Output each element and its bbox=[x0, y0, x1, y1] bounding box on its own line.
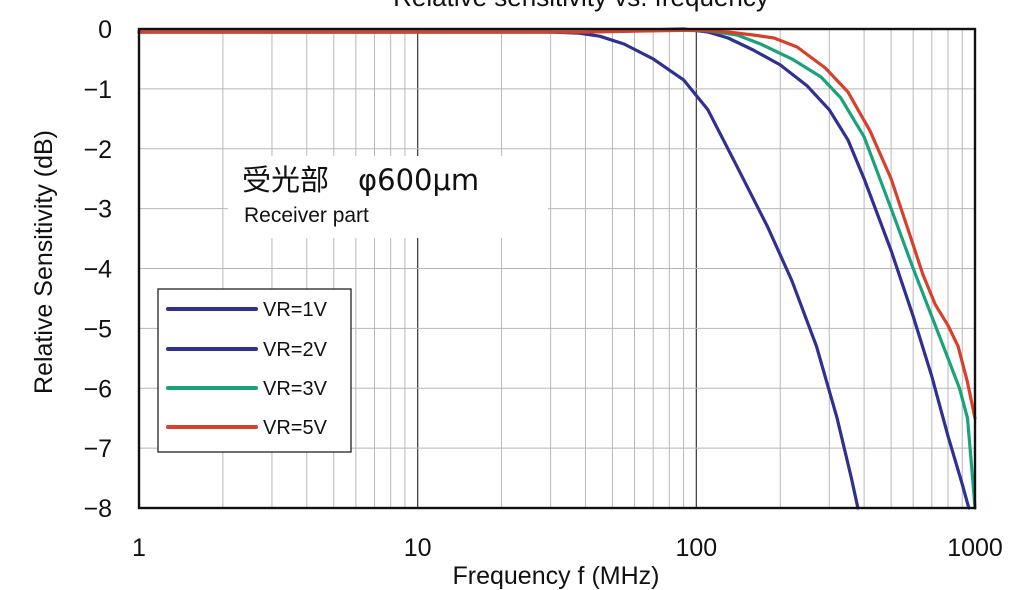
series-line-vr-1v bbox=[137, 30, 860, 510]
legend-label-vr5: VR=5V bbox=[263, 417, 328, 439]
plot-frame bbox=[137, 27, 977, 510]
receiver-annotation-jp: 受光部 φ600μm bbox=[242, 163, 479, 197]
x-axis-title: Frequency f (MHz) bbox=[453, 562, 660, 590]
y-tick-label: −3 bbox=[83, 196, 112, 224]
x-tick-label: 10 bbox=[404, 534, 432, 562]
legend-label-vr2: VR=2V bbox=[263, 339, 328, 361]
y-tick-label: −2 bbox=[83, 136, 112, 164]
y-axis-title: Relative Sensitivity (dB) bbox=[30, 130, 58, 394]
legend: VR=1V VR=2V VR=3V VR=5V bbox=[157, 288, 352, 453]
annotation-box bbox=[228, 156, 548, 238]
grid bbox=[139, 29, 975, 508]
y-tick-label: −5 bbox=[83, 315, 112, 343]
y-tick-label: −1 bbox=[83, 76, 112, 104]
receiver-annotation-en: Receiver part bbox=[244, 204, 369, 227]
y-tick-label: −7 bbox=[83, 435, 112, 463]
y-tick-label: −8 bbox=[83, 495, 112, 523]
x-tick-label: 1000 bbox=[947, 534, 1003, 562]
series-line-vr-5v bbox=[137, 28, 977, 420]
legend-label-vr1: VR=1V bbox=[263, 299, 328, 321]
legend-label-vr3: VR=3V bbox=[263, 378, 328, 400]
chart-title: Relative sensitivity vs. frequency bbox=[393, 0, 769, 12]
y-tick-label: 0 bbox=[98, 16, 112, 44]
x-tick-label: 1 bbox=[132, 534, 146, 562]
legend-box bbox=[157, 288, 352, 453]
y-tick-label: −4 bbox=[83, 256, 112, 284]
y-tick-label: −6 bbox=[83, 375, 112, 403]
x-tick-label: 100 bbox=[675, 534, 717, 562]
tick-labels: 1 10 100 1000 0 −1 −2 −3 −4 −5 −6 −7 −8 bbox=[83, 16, 1002, 562]
